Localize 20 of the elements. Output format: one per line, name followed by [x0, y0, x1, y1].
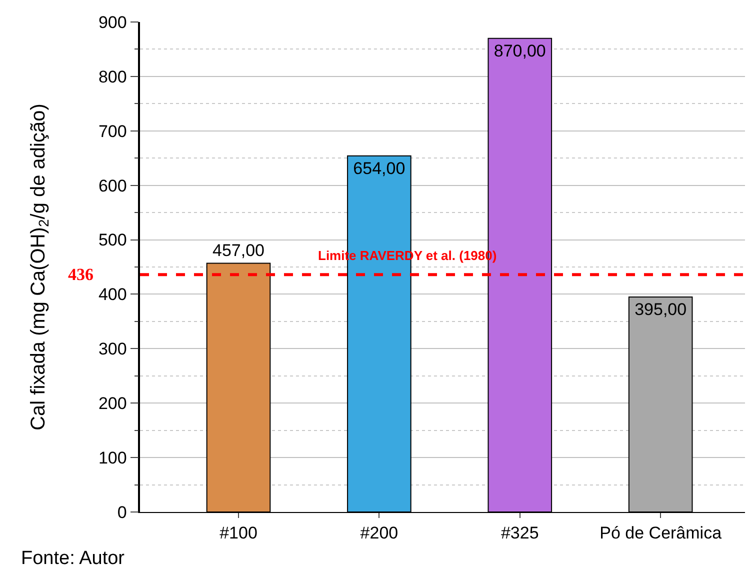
x-tick-label: #325 [500, 523, 539, 542]
y-tick-label: 0 [117, 502, 127, 522]
y-tick-label: 700 [98, 122, 127, 141]
y-tick-label: 900 [98, 12, 127, 32]
data-label: 870,00 [494, 41, 546, 60]
y-tick-label: 600 [98, 176, 127, 196]
x-tick-label: Pó de Cerâmica [600, 523, 722, 542]
y-tick-label: 400 [98, 285, 127, 304]
data-label: 457,00 [212, 241, 264, 260]
source-note: Fonte: Autor [21, 548, 126, 569]
y-tick-label: 500 [98, 230, 127, 250]
y-tick-label: 300 [98, 340, 127, 359]
data-label: 654,00 [353, 158, 406, 178]
text: 436 [68, 265, 94, 284]
x-tick-label: #100 [220, 523, 258, 542]
y-tick-label: 200 [98, 394, 127, 414]
x-tick-label: #200 [360, 523, 398, 542]
y-tick-label: 100 [98, 448, 127, 468]
data-label: 395,00 [634, 300, 687, 319]
y-tick-label: 800 [98, 67, 127, 86]
